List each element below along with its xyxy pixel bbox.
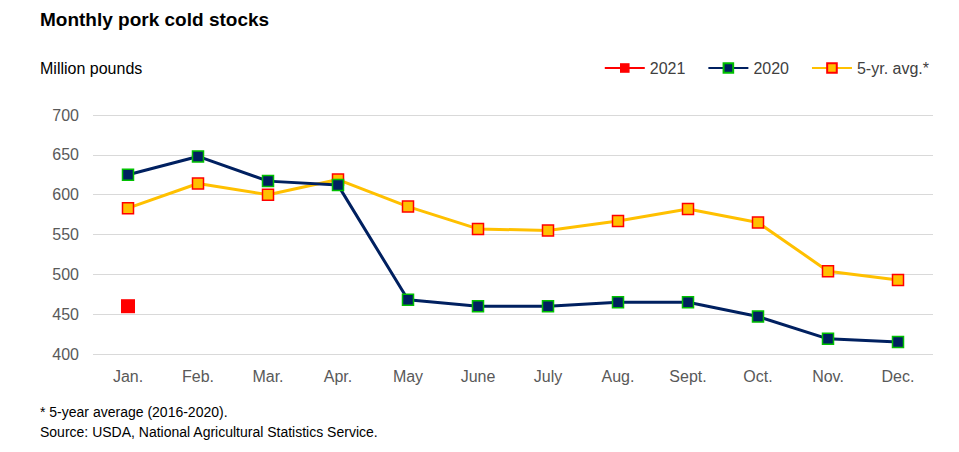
svg-text:Mar.: Mar. bbox=[252, 368, 283, 385]
svg-text:Oct.: Oct. bbox=[743, 368, 772, 385]
svg-text:Feb.: Feb. bbox=[182, 368, 214, 385]
svg-text:400: 400 bbox=[52, 346, 79, 363]
svg-text:600: 600 bbox=[52, 186, 79, 203]
svg-text:Source: USDA, National Agricul: Source: USDA, National Agricultural Stat… bbox=[40, 424, 378, 440]
svg-text:Sept.: Sept. bbox=[669, 368, 706, 385]
svg-text:Aug.: Aug. bbox=[602, 368, 635, 385]
svg-text:Nov.: Nov. bbox=[812, 368, 844, 385]
svg-text:Jan.: Jan. bbox=[113, 368, 143, 385]
svg-text:550: 550 bbox=[52, 226, 79, 243]
svg-text:* 5-year average (2016-2020).: * 5-year average (2016-2020). bbox=[40, 404, 228, 420]
svg-text:500: 500 bbox=[52, 266, 79, 283]
svg-text:June: June bbox=[461, 368, 496, 385]
svg-text:Dec.: Dec. bbox=[882, 368, 915, 385]
svg-text:Apr.: Apr. bbox=[324, 368, 352, 385]
svg-text:450: 450 bbox=[52, 306, 79, 323]
svg-text:Million pounds: Million pounds bbox=[40, 60, 142, 77]
svg-text:July: July bbox=[534, 368, 562, 385]
svg-text:5-yr. avg.*: 5-yr. avg.* bbox=[857, 60, 929, 77]
svg-text:650: 650 bbox=[52, 146, 79, 163]
svg-text:Monthly pork cold stocks: Monthly pork cold stocks bbox=[40, 9, 269, 30]
svg-text:2021: 2021 bbox=[650, 60, 686, 77]
svg-text:May: May bbox=[393, 368, 423, 385]
svg-text:2020: 2020 bbox=[753, 60, 789, 77]
svg-text:700: 700 bbox=[52, 107, 79, 124]
